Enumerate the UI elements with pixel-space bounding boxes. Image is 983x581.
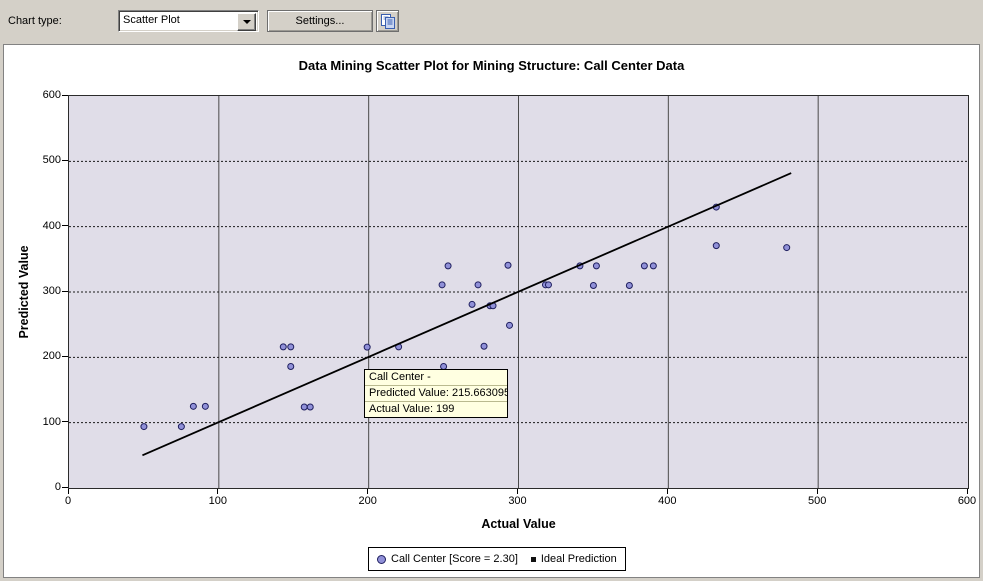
data-point[interactable] bbox=[201, 402, 209, 410]
x-tick-mark bbox=[367, 489, 369, 494]
data-point[interactable] bbox=[438, 281, 446, 289]
y-tick-mark bbox=[62, 421, 68, 423]
gridlines bbox=[69, 96, 968, 488]
data-point[interactable] bbox=[504, 261, 512, 269]
y-tick-label: 300 bbox=[42, 285, 61, 297]
y-tick-label: 400 bbox=[42, 219, 61, 232]
tooltip-actual-value: Actual Value: 199 bbox=[369, 403, 455, 415]
x-tick-label: 300 bbox=[508, 495, 527, 507]
dropdown-button[interactable] bbox=[237, 13, 256, 31]
settings-button[interactable]: Settings... bbox=[267, 10, 373, 32]
y-tick-label: 200 bbox=[42, 350, 61, 363]
data-point[interactable] bbox=[287, 362, 295, 370]
data-point[interactable] bbox=[625, 281, 633, 289]
scatter-marker-icon bbox=[377, 554, 386, 564]
data-point[interactable] bbox=[177, 423, 185, 431]
data-point[interactable] bbox=[189, 402, 197, 410]
data-point[interactable] bbox=[640, 262, 648, 270]
copy-icon bbox=[380, 13, 396, 29]
data-point[interactable] bbox=[592, 262, 600, 270]
y-tick-label: 100 bbox=[42, 415, 61, 428]
legend-series-label: Call Center [Score = 2.30] bbox=[391, 553, 518, 565]
copy-button[interactable] bbox=[376, 10, 399, 32]
chart-type-label: Chart type: bbox=[8, 15, 62, 27]
data-point[interactable] bbox=[363, 343, 371, 351]
y-tick-label: 500 bbox=[42, 154, 61, 167]
x-tick-label: 600 bbox=[957, 495, 977, 507]
data-point[interactable] bbox=[783, 244, 791, 252]
data-point-tooltip: Call Center - Predicted Value: 215.66309… bbox=[364, 369, 508, 418]
data-point[interactable] bbox=[444, 262, 452, 270]
data-point[interactable] bbox=[306, 403, 314, 411]
chart-panel: Data Mining Scatter Plot for Mining Stru… bbox=[3, 44, 980, 578]
y-tick-mark bbox=[62, 486, 68, 488]
x-tick-mark bbox=[666, 489, 668, 494]
y-tick-label: 0 bbox=[54, 481, 61, 493]
data-point[interactable] bbox=[712, 242, 720, 250]
data-point[interactable] bbox=[474, 281, 482, 289]
x-axis-title: Actual Value bbox=[481, 517, 556, 531]
plot-area bbox=[68, 95, 969, 489]
x-tick-label: 100 bbox=[208, 495, 227, 507]
y-tick-mark bbox=[62, 290, 68, 292]
y-tick-mark bbox=[62, 94, 68, 96]
ideal-prediction-line bbox=[142, 172, 792, 457]
x-tick-mark bbox=[966, 489, 968, 494]
x-tick-label: 0 bbox=[64, 495, 72, 507]
data-point[interactable] bbox=[544, 281, 552, 289]
y-tick-mark bbox=[62, 225, 68, 227]
data-point[interactable] bbox=[589, 281, 597, 289]
y-tick-mark bbox=[62, 159, 68, 161]
chart-type-selected-value: Scatter Plot bbox=[123, 14, 180, 26]
legend-entry-ideal: Ideal Prediction bbox=[530, 553, 617, 565]
x-tick-label: 400 bbox=[658, 495, 677, 507]
data-point[interactable] bbox=[468, 300, 476, 308]
tooltip-predicted-value: Predicted Value: 215.663095 bbox=[365, 386, 507, 402]
chart-type-dropdown[interactable]: Scatter Plot bbox=[118, 10, 259, 32]
legend-ideal-label: Ideal Prediction bbox=[540, 553, 617, 565]
data-point[interactable] bbox=[480, 342, 488, 350]
plot-svg bbox=[69, 96, 968, 488]
data-point[interactable] bbox=[649, 262, 657, 270]
y-tick-label: 600 bbox=[42, 89, 61, 101]
data-point[interactable] bbox=[287, 343, 295, 351]
y-tick-mark bbox=[62, 355, 68, 357]
chart-title: Data Mining Scatter Plot for Mining Stru… bbox=[298, 58, 685, 73]
x-tick-mark bbox=[517, 489, 518, 494]
data-point[interactable] bbox=[279, 343, 287, 351]
chart-legend: Call Center [Score = 2.30] Ideal Predict… bbox=[368, 547, 626, 571]
x-tick-mark bbox=[816, 489, 818, 494]
x-tick-mark bbox=[217, 489, 219, 494]
data-point[interactable] bbox=[140, 423, 148, 431]
tooltip-series-name: Call Center - bbox=[365, 370, 507, 386]
x-tick-label: 500 bbox=[807, 495, 827, 507]
scatter-points bbox=[140, 203, 791, 431]
data-point[interactable] bbox=[300, 403, 308, 411]
legend-entry-call-center: Call Center [Score = 2.30] bbox=[377, 553, 518, 565]
x-tick-mark bbox=[67, 489, 69, 494]
x-tick-label: 200 bbox=[358, 495, 377, 507]
line-marker-icon bbox=[530, 556, 536, 562]
toolbar: Chart type: Scatter Plot Settings... bbox=[0, 0, 983, 44]
data-point[interactable] bbox=[506, 321, 514, 329]
chevron-down-icon bbox=[242, 20, 251, 24]
